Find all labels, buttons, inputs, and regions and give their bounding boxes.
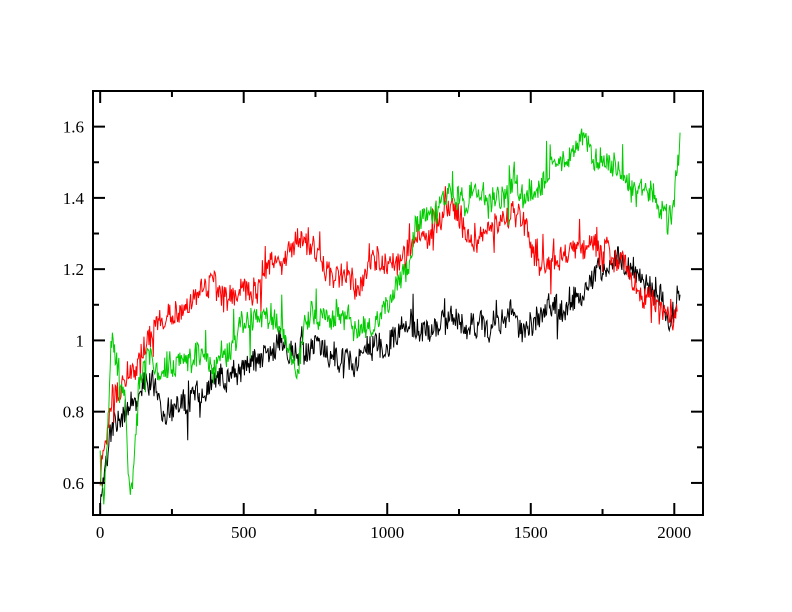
y-tick-label: 1 — [76, 331, 85, 350]
x-tick-label: 0 — [96, 523, 105, 542]
x-tick-label: 500 — [231, 523, 257, 542]
series-red-trace — [99, 186, 678, 486]
y-tick-label: 1.6 — [63, 118, 84, 137]
series-black-trace — [99, 246, 681, 511]
y-tick-label: 0.6 — [63, 474, 84, 493]
y-tick-label: 1.2 — [63, 260, 84, 279]
plot-frame — [92, 90, 704, 516]
series-green-trace — [99, 128, 681, 505]
x-tick-label: 1500 — [514, 523, 548, 542]
y-tick-label: 1.4 — [63, 189, 85, 208]
y-tick-label: 0.8 — [63, 403, 84, 422]
x-tick-label: 1000 — [370, 523, 404, 542]
x-tick-label: 2000 — [657, 523, 691, 542]
